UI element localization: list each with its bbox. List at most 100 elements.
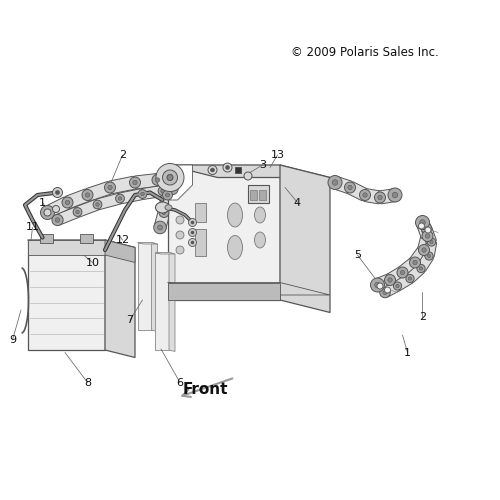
Text: 6: 6 [176,378,184,388]
Text: 1: 1 [39,198,46,207]
Circle shape [130,177,140,188]
Bar [235,166,241,172]
Bar [80,234,92,242]
Text: 4: 4 [294,198,301,207]
Polygon shape [105,240,135,262]
FancyBboxPatch shape [108,176,136,194]
FancyBboxPatch shape [158,194,174,214]
Circle shape [191,221,194,224]
Circle shape [82,190,93,200]
FancyBboxPatch shape [424,240,436,258]
Text: 3: 3 [259,160,266,170]
Circle shape [188,218,196,226]
Text: 1: 1 [404,348,411,358]
Circle shape [44,209,51,216]
FancyBboxPatch shape [386,267,406,285]
Circle shape [344,182,356,193]
Circle shape [370,278,384,292]
Circle shape [374,192,386,203]
Circle shape [400,270,404,274]
Circle shape [76,210,80,214]
Circle shape [104,182,116,193]
Circle shape [133,180,137,184]
Text: 13: 13 [270,150,284,160]
FancyBboxPatch shape [134,174,158,189]
Circle shape [96,202,100,206]
FancyBboxPatch shape [76,200,100,217]
Text: 8: 8 [84,378,91,388]
Circle shape [140,192,144,196]
Text: 5: 5 [354,250,361,260]
Circle shape [52,206,60,212]
Polygon shape [155,252,175,254]
Circle shape [168,175,172,180]
Circle shape [52,214,63,226]
Circle shape [66,200,70,204]
FancyBboxPatch shape [374,274,393,291]
Text: © 2009 Polaris Sales Inc.: © 2009 Polaris Sales Inc. [291,46,439,59]
Circle shape [394,282,402,290]
Circle shape [383,290,387,294]
Text: 9: 9 [9,335,16,345]
Circle shape [191,231,194,234]
Bar [138,242,151,330]
Ellipse shape [228,203,242,227]
FancyBboxPatch shape [332,176,352,194]
Circle shape [93,200,102,209]
FancyBboxPatch shape [162,176,176,197]
Circle shape [378,196,382,200]
Text: 10: 10 [86,258,100,268]
Circle shape [363,193,367,197]
Circle shape [160,189,164,193]
FancyBboxPatch shape [382,282,400,297]
Circle shape [332,180,338,186]
Ellipse shape [254,207,266,223]
Circle shape [425,252,433,260]
Circle shape [244,172,252,180]
Circle shape [384,274,396,285]
Circle shape [52,188,62,198]
Circle shape [388,278,392,282]
Circle shape [158,225,162,230]
Circle shape [420,267,422,270]
Circle shape [408,277,412,280]
Circle shape [374,282,380,288]
Circle shape [162,210,166,214]
Circle shape [384,287,390,293]
Circle shape [380,287,390,298]
Circle shape [421,223,432,234]
Circle shape [426,234,430,238]
Circle shape [164,171,176,184]
Text: 11: 11 [26,222,40,232]
Bar [194,203,205,222]
Circle shape [418,223,424,229]
Circle shape [156,178,160,182]
Ellipse shape [156,202,170,213]
Polygon shape [168,165,330,177]
Polygon shape [168,165,192,200]
Polygon shape [168,282,330,295]
Circle shape [176,216,184,224]
Circle shape [163,170,177,184]
Circle shape [396,284,399,288]
Polygon shape [169,252,175,352]
FancyBboxPatch shape [44,197,70,218]
Bar [248,185,268,202]
FancyBboxPatch shape [394,274,413,290]
Circle shape [428,238,436,246]
Circle shape [188,238,196,246]
Circle shape [152,174,163,186]
Circle shape [208,166,217,174]
Polygon shape [105,240,135,358]
Polygon shape [168,282,280,300]
FancyBboxPatch shape [406,264,424,282]
FancyBboxPatch shape [364,188,382,204]
Circle shape [422,248,426,252]
Circle shape [73,208,82,216]
FancyBboxPatch shape [378,188,396,204]
Circle shape [388,188,402,202]
Bar [194,229,205,256]
Circle shape [425,227,431,233]
Circle shape [420,220,426,226]
FancyBboxPatch shape [410,246,429,266]
